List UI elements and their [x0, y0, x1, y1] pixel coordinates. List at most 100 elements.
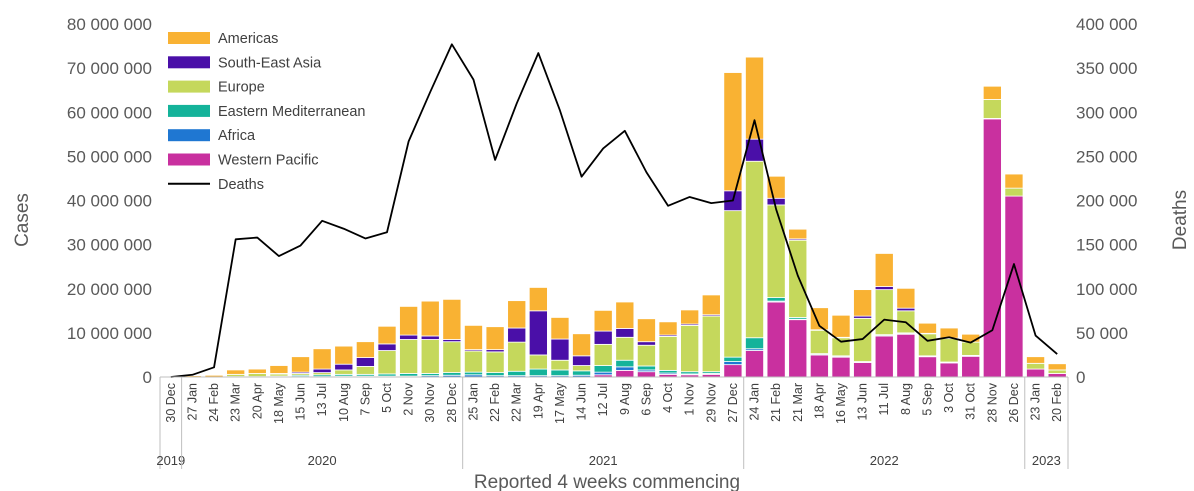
bar-segment: [701, 294, 721, 316]
bar-segment: [420, 300, 440, 337]
x-tick-label: 23 Jan: [1029, 383, 1043, 421]
bar-segment: [312, 348, 332, 370]
legend-label: Deaths: [218, 177, 264, 193]
bar-segment: [334, 363, 354, 371]
left-y-ticks: 0 10 000 000 20 000 000 30 000 000 40 000 00…: [67, 15, 152, 387]
bar-segment: [442, 298, 462, 340]
x-tick-label: 28 Dec: [445, 383, 459, 423]
bar-segment: [312, 368, 332, 373]
bar-segment: [463, 324, 483, 351]
bar-segment: [636, 344, 656, 367]
bar-segment: [377, 325, 397, 345]
bar-segment: [247, 368, 267, 374]
bar-segment: [593, 365, 613, 373]
x-tick-label: 22 Feb: [488, 383, 502, 422]
x-tick-label: 6 Sep: [639, 383, 653, 416]
bar-segment: [528, 287, 548, 312]
bar-segment: [939, 362, 959, 378]
bar-segment: [658, 335, 678, 371]
y-axis-title-right: Deaths: [1170, 190, 1191, 250]
x-tick-label: 27 Dec: [726, 383, 740, 423]
y-tick-label-right: 100 000: [1076, 280, 1137, 299]
bar-segment: [399, 305, 419, 336]
bar-segment: [226, 369, 246, 375]
x-tick-label: 2 Nov: [402, 382, 416, 415]
x-tick-label: 20 Apr: [250, 383, 264, 419]
bar-segment: [680, 309, 700, 325]
bar-segment: [766, 204, 786, 298]
bar-segment: [1026, 368, 1046, 378]
bar-segment: [593, 330, 613, 345]
bar-segment: [809, 354, 829, 378]
bar-segment: [745, 160, 765, 339]
bar-segment: [593, 309, 613, 332]
bar-segment: [1026, 356, 1046, 364]
bar-segment: [636, 371, 656, 378]
year-label: 2023: [1032, 453, 1061, 468]
bar-segment: [463, 350, 483, 373]
x-tick-label: 19 Apr: [531, 383, 545, 419]
bar-segment: [572, 333, 592, 357]
bar-segment: [723, 72, 743, 192]
legend-swatch: [168, 56, 210, 69]
x-tick-label: 22 Mar: [510, 383, 524, 422]
bar-segment: [442, 341, 462, 373]
deaths-line-layer: [170, 43, 1058, 378]
bar-segment: [874, 289, 894, 336]
y-tick-label-right: 50 000: [1076, 324, 1128, 343]
x-tick-label: 28 Nov: [985, 382, 999, 422]
bar-segment: [788, 228, 808, 240]
year-labels: 2019 2020 2021 2022 2023: [156, 377, 1061, 469]
bar-segment: [982, 99, 1002, 119]
x-tick-label: 3 Oct: [942, 382, 956, 412]
bar-segment: [334, 345, 354, 365]
y-tick-label-right: 0: [1076, 368, 1085, 387]
x-tick-label: 14 Jun: [575, 383, 589, 421]
x-tick-label: 30 Nov: [423, 382, 437, 422]
bar-segment: [961, 355, 981, 378]
bar-segment: [636, 341, 656, 346]
x-tick-label: 27 Jan: [185, 383, 199, 421]
bar-segment: [680, 324, 700, 373]
legend-swatch: [168, 80, 210, 93]
bar-segment: [874, 335, 894, 378]
y-tick-label-left: 40 000 000: [67, 192, 152, 211]
year-label: 2021: [589, 453, 618, 468]
x-tick-label: 24 Feb: [207, 383, 221, 422]
x-tick-label: 31 Oct: [964, 382, 978, 419]
bar-segment: [615, 369, 635, 378]
bar-segment: [636, 365, 656, 371]
bar-segment: [507, 341, 527, 372]
y-tick-label-left: 10 000 000: [67, 324, 152, 343]
bar-segment: [507, 327, 527, 343]
legend-label: Americas: [218, 31, 278, 47]
bar-segment: [1047, 369, 1067, 374]
bar-segment: [355, 357, 375, 367]
x-tick-label: 25 Jan: [466, 383, 480, 421]
bar-segment: [593, 343, 613, 366]
x-tick-label: 30 Dec: [164, 383, 178, 423]
bar-segment: [615, 336, 635, 361]
bar-segment: [572, 370, 592, 376]
bar-segment: [809, 329, 829, 355]
axes: [159, 376, 1069, 469]
y-tick-label-left: 0: [143, 368, 152, 387]
bar-segment: [788, 319, 808, 378]
bar-segment: [355, 366, 375, 375]
bar-segment: [766, 297, 786, 302]
bar-segment: [896, 333, 916, 378]
x-tick-label: 18 May: [272, 382, 286, 424]
bar-segment: [1047, 363, 1067, 371]
bar-segment: [528, 310, 548, 356]
legend-label: Eastern Mediterranean: [218, 104, 366, 120]
y-tick-label-left: 70 000 000: [67, 59, 152, 78]
bar-segment: [399, 339, 419, 374]
bar-segment: [896, 287, 916, 309]
bar-segment: [853, 289, 873, 317]
x-tick-label: 7 Sep: [358, 383, 372, 416]
legend-swatch: [168, 104, 210, 117]
bar-segment: [853, 362, 873, 378]
bar-segment: [723, 361, 743, 366]
bar-segment: [918, 333, 937, 357]
